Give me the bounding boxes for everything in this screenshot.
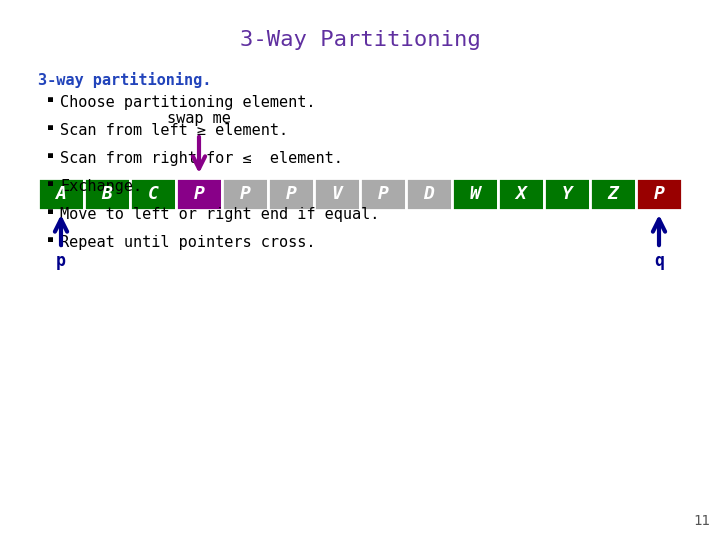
FancyBboxPatch shape (222, 178, 268, 210)
Text: ■: ■ (48, 123, 53, 132)
Text: Z: Z (608, 185, 618, 203)
Text: swap me: swap me (167, 111, 231, 126)
Text: B: B (102, 185, 112, 203)
Text: ■: ■ (48, 95, 53, 104)
Text: ■: ■ (48, 207, 53, 216)
Text: Move to left or right end if equal.: Move to left or right end if equal. (60, 207, 379, 222)
Text: 11: 11 (693, 514, 710, 528)
FancyBboxPatch shape (544, 178, 590, 210)
FancyBboxPatch shape (360, 178, 406, 210)
FancyBboxPatch shape (636, 178, 682, 210)
Text: P: P (377, 185, 388, 203)
Text: q: q (654, 252, 664, 270)
Text: D: D (423, 185, 434, 203)
Text: 3-way partitioning.: 3-way partitioning. (38, 72, 212, 88)
Text: V: V (332, 185, 343, 203)
FancyBboxPatch shape (130, 178, 176, 210)
FancyBboxPatch shape (84, 178, 130, 210)
Text: X: X (516, 185, 526, 203)
Text: ■: ■ (48, 151, 53, 160)
Text: Scan from right for ≤  element.: Scan from right for ≤ element. (60, 151, 343, 166)
Text: P: P (240, 185, 251, 203)
FancyBboxPatch shape (268, 178, 314, 210)
Text: Exchange.: Exchange. (60, 179, 142, 194)
Text: Repeat until pointers cross.: Repeat until pointers cross. (60, 235, 315, 250)
Text: Scan from left ≥ element.: Scan from left ≥ element. (60, 123, 288, 138)
Text: W: W (469, 185, 480, 203)
FancyBboxPatch shape (38, 178, 84, 210)
Text: p: p (56, 252, 66, 270)
Text: ■: ■ (48, 235, 53, 244)
Text: ■: ■ (48, 179, 53, 188)
FancyBboxPatch shape (314, 178, 360, 210)
FancyBboxPatch shape (452, 178, 498, 210)
FancyBboxPatch shape (406, 178, 452, 210)
Text: Y: Y (562, 185, 572, 203)
Text: P: P (194, 185, 204, 203)
Text: C: C (148, 185, 158, 203)
Text: P: P (286, 185, 297, 203)
Text: A: A (55, 185, 66, 203)
FancyBboxPatch shape (590, 178, 636, 210)
FancyBboxPatch shape (176, 178, 222, 210)
Text: Choose partitioning element.: Choose partitioning element. (60, 95, 315, 110)
Text: P: P (654, 185, 665, 203)
Text: 3-Way Partitioning: 3-Way Partitioning (240, 30, 480, 50)
FancyBboxPatch shape (498, 178, 544, 210)
